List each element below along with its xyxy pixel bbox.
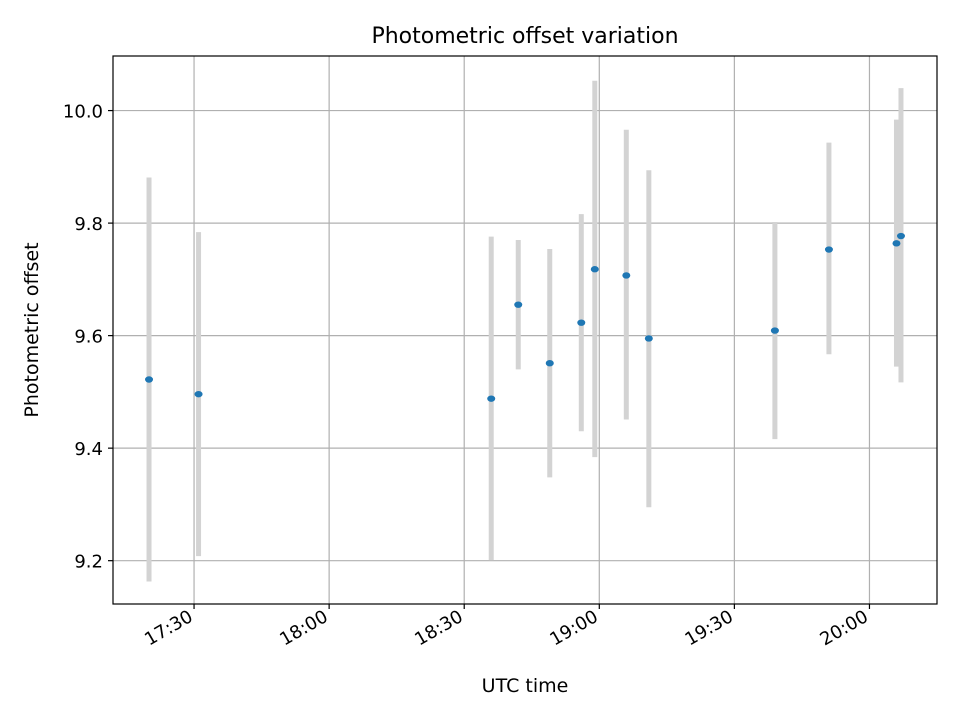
data-point bbox=[487, 395, 496, 402]
x-axis-label: UTC time bbox=[482, 675, 569, 697]
grid-layer bbox=[113, 56, 937, 604]
data-point bbox=[194, 390, 203, 398]
y-tick-label: 9.2 bbox=[74, 552, 103, 573]
data-point bbox=[514, 301, 523, 308]
data-point bbox=[896, 232, 905, 240]
data-point bbox=[145, 376, 154, 383]
data-point bbox=[577, 319, 586, 326]
chart-title: Photometric offset variation bbox=[371, 24, 678, 49]
y-tick-label: 9.8 bbox=[74, 214, 103, 235]
data-point bbox=[770, 327, 779, 334]
y-tick-label: 10.0 bbox=[63, 102, 103, 123]
y-tick-label: 9.4 bbox=[74, 439, 103, 460]
data-point bbox=[644, 335, 653, 342]
data-point bbox=[824, 246, 833, 253]
y-axis-label: Photometric offset bbox=[21, 242, 43, 417]
data-point bbox=[892, 240, 901, 247]
data-point bbox=[622, 272, 631, 279]
data-point bbox=[545, 359, 554, 367]
data-point bbox=[590, 266, 599, 273]
plot-frame bbox=[112, 55, 938, 605]
y-tick-label: 9.6 bbox=[74, 327, 103, 348]
point-layer bbox=[145, 232, 905, 402]
